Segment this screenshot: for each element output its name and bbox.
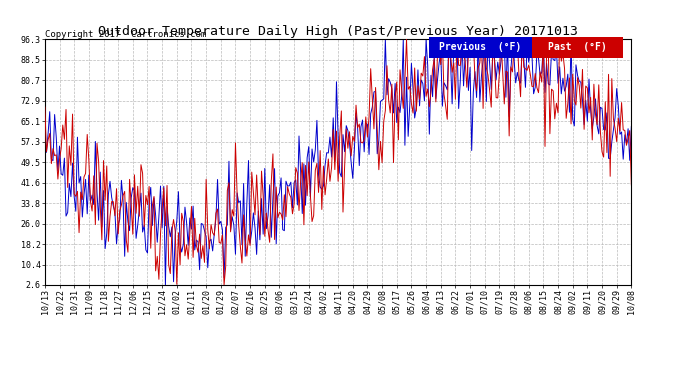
Text: Past  (°F): Past (°F)	[548, 42, 607, 52]
Text: Previous  (°F): Previous (°F)	[440, 42, 522, 52]
FancyBboxPatch shape	[531, 37, 622, 58]
Title: Outdoor Temperature Daily High (Past/Previous Year) 20171013: Outdoor Temperature Daily High (Past/Pre…	[98, 25, 578, 38]
FancyBboxPatch shape	[429, 37, 531, 58]
Text: Copyright 2017  Cartronics.com: Copyright 2017 Cartronics.com	[45, 30, 206, 39]
